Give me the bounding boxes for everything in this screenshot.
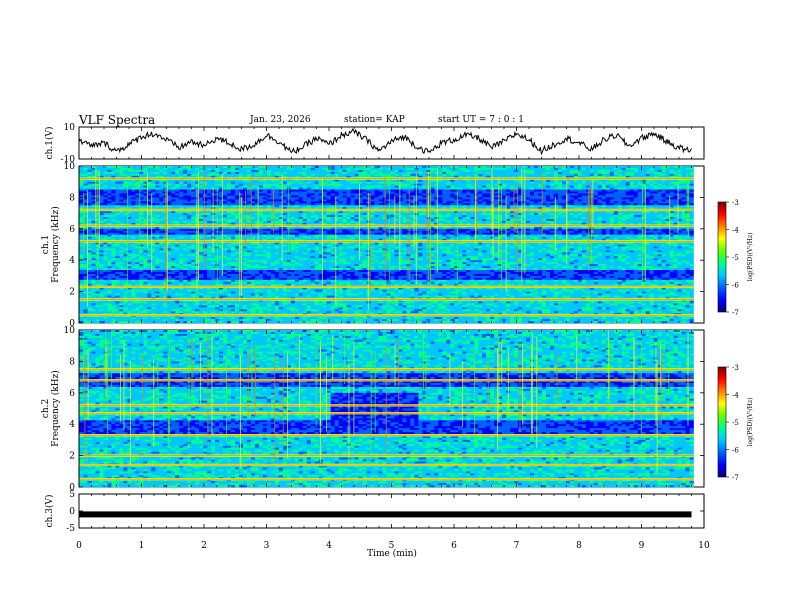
x-tick-label: 1 xyxy=(139,541,145,551)
y-tick-label: 2 xyxy=(69,452,75,462)
y-tick-label: 8 xyxy=(69,357,75,367)
colorbar-tick-label: -5 xyxy=(732,254,739,262)
y-axis-label: ch.2Frequency (kHz) xyxy=(41,370,61,447)
colorbar-tick-label: -6 xyxy=(732,447,739,455)
x-tick-label: 2 xyxy=(201,541,207,551)
ch1-colorbar: -3 -4 -5 -6 -7 log(PSD)(V²/Hz) xyxy=(717,199,754,317)
y-tick-label: 0 xyxy=(69,507,75,517)
colorbar-tick-label: -6 xyxy=(732,282,739,290)
panel-frame-4 xyxy=(78,493,705,529)
x-tick-label: 10 xyxy=(698,541,710,551)
y-tick-label: 4 xyxy=(69,256,75,266)
y-tick-label: 0 xyxy=(69,319,75,329)
y-tick-label: -10 xyxy=(61,155,76,165)
y-tick-label: 2 xyxy=(69,288,75,298)
colorbar-tick-label: -5 xyxy=(732,419,739,427)
x-tick-label: 7 xyxy=(514,541,520,551)
ch1-waveform-line xyxy=(78,128,692,156)
x-tick-label: 3 xyxy=(264,541,270,551)
y-tick-label: 6 xyxy=(69,389,75,399)
ch3-signal-bar xyxy=(79,511,692,518)
y-tick-label: -5 xyxy=(66,524,75,534)
colorbar-tick-label: -7 xyxy=(732,309,739,317)
colorbar-tick-label: -4 xyxy=(732,392,739,400)
header-station: station= KAP xyxy=(344,115,405,125)
colorbar-label: log(PSD)(V²/Hz) xyxy=(747,233,754,282)
y-tick-label: 8 xyxy=(69,193,75,203)
figure-title: VLF Spectra xyxy=(79,113,155,127)
y-tick-label: 0 xyxy=(69,483,75,493)
colorbar-tick-label: -3 xyxy=(732,364,739,372)
y-axis-label: ch.3(V) xyxy=(44,495,55,528)
y-axis-label: ch.1(V) xyxy=(44,127,55,160)
y-tick-label: 6 xyxy=(69,225,75,235)
header-start-time: start UT = 7 : 0 : 1 xyxy=(438,115,524,125)
x-tick-label: 0 xyxy=(76,541,82,551)
ch2-colorbar: -3 -4 -5 -6 -7 log(PSD)(V²/Hz) xyxy=(717,364,754,482)
x-tick-label: 6 xyxy=(451,541,457,551)
y-tick-label: 10 xyxy=(64,326,76,336)
x-tick-label: 8 xyxy=(576,541,582,551)
y-tick-label: 4 xyxy=(69,420,75,430)
ch2-spectrogram xyxy=(79,330,694,488)
x-tick-label: 5 xyxy=(389,541,395,551)
x-tick-label: 4 xyxy=(326,541,332,551)
header-date: Jan. 23, 2026 xyxy=(250,115,311,125)
x-tick-label: 9 xyxy=(639,541,645,551)
y-tick-label: 10 xyxy=(64,123,76,133)
colorbar-tick-label: -4 xyxy=(732,227,739,235)
colorbar-label: log(PSD)(V²/Hz) xyxy=(747,398,754,447)
y-tick-label: 5 xyxy=(69,490,75,500)
colorbar-tick-label: -3 xyxy=(732,199,739,207)
y-axis-label: ch.1Frequency (kHz) xyxy=(41,206,61,283)
ch1-spectrogram xyxy=(79,166,694,324)
x-axis-label: Time (min) xyxy=(367,548,417,559)
y-tick-label: 10 xyxy=(64,162,76,172)
colorbar-tick-label: -7 xyxy=(732,474,739,482)
